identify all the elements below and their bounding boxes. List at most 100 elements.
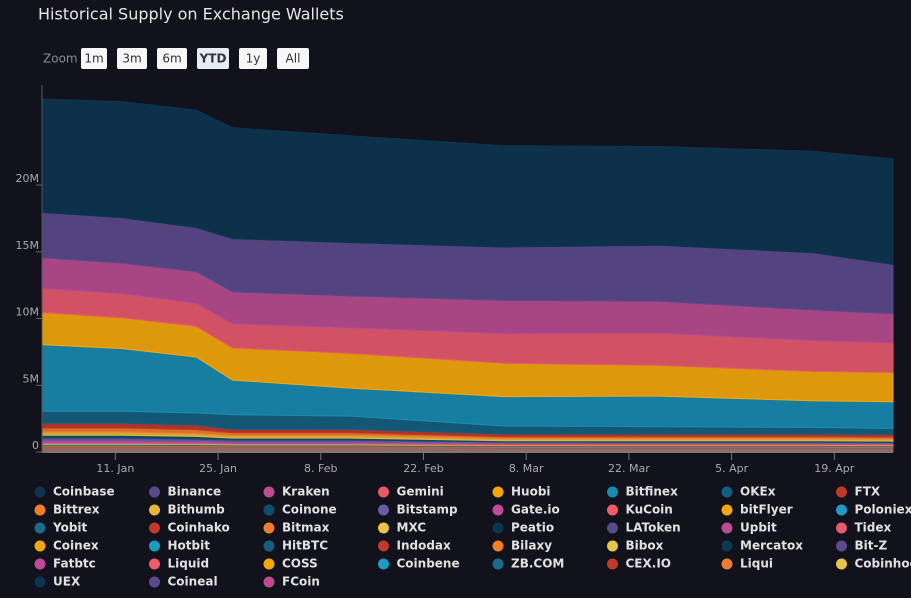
legend-marker[interactable] — [721, 486, 733, 498]
legend-label[interactable]: Upbit — [740, 521, 777, 535]
legend-label[interactable]: Poloniex — [855, 503, 911, 517]
zoom-button[interactable] — [81, 48, 107, 69]
legend-marker[interactable] — [149, 522, 160, 534]
legend-marker[interactable] — [492, 558, 504, 570]
legend-label[interactable]: Coinone — [282, 503, 337, 517]
legend-label[interactable]: Kraken — [282, 485, 330, 499]
legend-label[interactable]: Bitfinex — [626, 485, 679, 499]
legend-label[interactable]: Coinhako — [168, 521, 230, 535]
legend-label[interactable]: Gemini — [397, 485, 444, 499]
zoom-button-label[interactable]: 1y — [246, 52, 261, 66]
legend-label[interactable]: Coinex — [53, 539, 99, 553]
x-tick-label: 22. Feb — [403, 462, 443, 475]
legend-marker[interactable] — [721, 540, 733, 552]
legend-marker[interactable] — [263, 522, 275, 534]
legend-marker[interactable] — [34, 540, 46, 552]
legend-label[interactable]: Liqui — [740, 557, 773, 571]
legend-marker[interactable] — [607, 540, 618, 552]
legend-label[interactable]: CEX.IO — [626, 557, 671, 571]
legend-marker[interactable] — [607, 522, 618, 534]
legend-label[interactable]: Bit-Z — [855, 539, 888, 553]
legend-label[interactable]: FCoin — [282, 575, 320, 589]
legend-marker[interactable] — [836, 486, 847, 498]
legend-label[interactable]: Fatbtc — [53, 557, 96, 571]
legend-label[interactable]: UEX — [53, 575, 81, 589]
legend-label[interactable]: Tidex — [855, 521, 892, 535]
legend-marker[interactable] — [836, 558, 847, 570]
legend-marker[interactable] — [263, 576, 275, 588]
legend-marker[interactable] — [34, 486, 46, 498]
legend-marker[interactable] — [263, 540, 275, 552]
legend-marker[interactable] — [34, 576, 46, 588]
legend-marker[interactable] — [607, 486, 618, 498]
zoom-button[interactable] — [157, 48, 187, 69]
legend-marker[interactable] — [34, 504, 46, 516]
legend-label[interactable]: Binance — [168, 485, 222, 499]
legend-marker[interactable] — [607, 558, 618, 570]
legend-label[interactable]: HitBTC — [282, 539, 328, 553]
legend-marker[interactable] — [721, 504, 733, 516]
legend-marker[interactable] — [149, 558, 160, 570]
legend-marker[interactable] — [149, 576, 160, 588]
legend-marker[interactable] — [836, 540, 847, 552]
zoom-label: Zoom — [43, 52, 78, 66]
legend-label[interactable]: Bittrex — [53, 503, 100, 517]
zoom-button-label[interactable]: 6m — [162, 52, 181, 66]
legend-label[interactable]: Bilaxy — [511, 539, 552, 553]
zoom-button[interactable] — [239, 48, 267, 69]
legend-label[interactable]: Coinbene — [397, 557, 460, 571]
legend-label[interactable]: LAToken — [626, 521, 681, 535]
zoom-button[interactable] — [277, 48, 309, 69]
legend-label[interactable]: Coineal — [168, 575, 218, 589]
legend-label[interactable]: Bithumb — [168, 503, 226, 517]
legend-label[interactable]: KuCoin — [626, 503, 673, 517]
legend-marker[interactable] — [149, 504, 160, 516]
legend-label[interactable]: Gate.io — [511, 503, 560, 517]
legend-label[interactable]: Peatio — [511, 521, 554, 535]
zoom-button[interactable] — [117, 48, 147, 69]
legend-label[interactable]: Indodax — [397, 539, 452, 553]
legend-label[interactable]: Mercatox — [740, 539, 803, 553]
legend-label[interactable]: Liquid — [168, 557, 210, 571]
legend-label[interactable]: Cobinhood — [855, 557, 911, 571]
legend-marker[interactable] — [721, 522, 733, 534]
legend-label[interactable]: bitFlyer — [740, 503, 793, 517]
legend-marker[interactable] — [34, 558, 46, 570]
legend-label[interactable]: COSS — [282, 557, 318, 571]
legend-marker[interactable] — [378, 540, 389, 552]
legend-marker[interactable] — [378, 486, 389, 498]
legend-marker[interactable] — [149, 486, 160, 498]
legend-marker[interactable] — [149, 540, 160, 552]
legend-marker[interactable] — [721, 558, 733, 570]
legend-label[interactable]: ZB.COM — [511, 557, 564, 571]
legend-marker[interactable] — [836, 522, 847, 534]
legend-marker[interactable] — [34, 522, 46, 534]
legend-label[interactable]: FTX — [855, 485, 881, 499]
legend-marker[interactable] — [378, 558, 389, 570]
legend-marker[interactable] — [492, 504, 504, 516]
legend-marker[interactable] — [378, 504, 389, 516]
legend-marker[interactable] — [607, 504, 618, 516]
legend-marker[interactable] — [263, 558, 275, 570]
zoom-button-label[interactable]: 3m — [122, 52, 141, 66]
legend-marker[interactable] — [492, 540, 504, 552]
legend-marker[interactable] — [263, 486, 275, 498]
legend-label[interactable]: MXC — [397, 521, 427, 535]
zoom-button-label[interactable]: YTD — [199, 52, 227, 66]
legend-marker[interactable] — [492, 522, 504, 534]
legend-label[interactable]: Yobit — [52, 521, 88, 535]
legend-label[interactable]: Bibox — [626, 539, 664, 553]
legend-label[interactable]: Huobi — [511, 485, 551, 499]
legend-label[interactable]: Hotbit — [168, 539, 211, 553]
legend-marker[interactable] — [492, 486, 504, 498]
legend-label[interactable]: Bitstamp — [397, 503, 458, 517]
legend-label[interactable]: OKEx — [740, 485, 776, 499]
legend-label[interactable]: Bitmax — [282, 521, 330, 535]
legend-marker[interactable] — [378, 522, 389, 534]
legend-marker[interactable] — [836, 504, 847, 516]
legend-marker[interactable] — [263, 504, 275, 516]
zoom-button-label[interactable]: 1m — [84, 52, 103, 66]
zoom-button[interactable] — [197, 48, 229, 69]
legend-label[interactable]: Coinbase — [53, 485, 115, 499]
zoom-button-label[interactable]: All — [286, 52, 301, 66]
